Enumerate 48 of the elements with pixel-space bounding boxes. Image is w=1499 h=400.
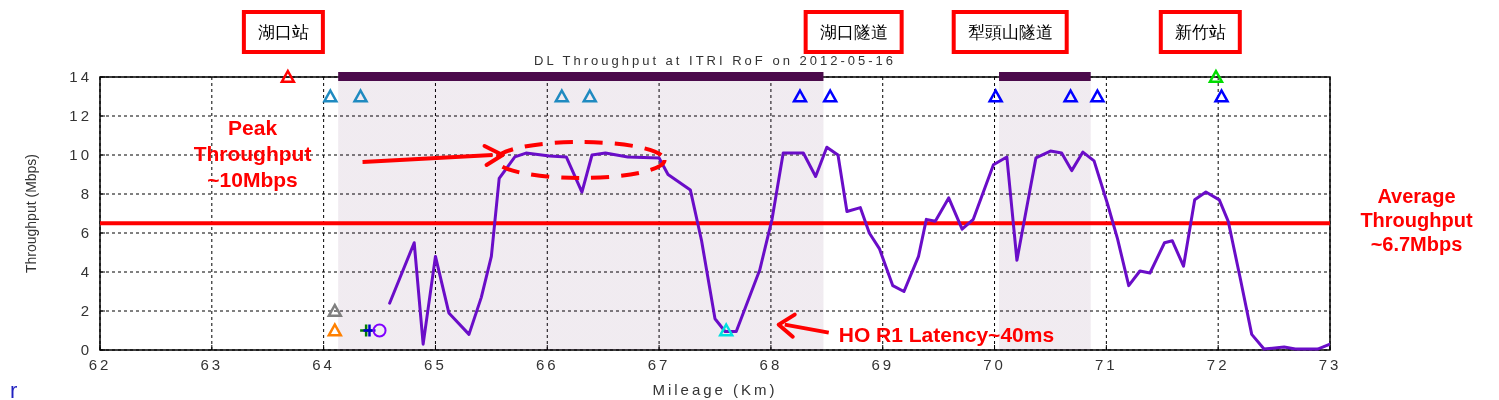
y-tick-label: 10	[69, 146, 92, 163]
y-tick-label: 2	[80, 302, 92, 319]
y-tick-label: 8	[80, 185, 92, 202]
y-tick-label: 4	[80, 263, 92, 280]
text: r	[10, 378, 18, 400]
text: 新竹站	[1174, 23, 1226, 42]
point	[582, 89, 598, 103]
x-tick-label: 69	[871, 356, 895, 373]
x-tick-label: 70	[983, 356, 1006, 373]
line-series	[388, 145, 1330, 351]
y-tick-label: 0	[80, 341, 92, 358]
point	[353, 89, 368, 103]
chart-title: DL Throughput at ITRI RoF on 2012-05-16	[534, 53, 896, 68]
point	[372, 323, 387, 338]
text: 湖口站	[257, 23, 309, 42]
x-axis-title: Mileage (Km)	[652, 381, 778, 398]
x-tick-label: 65	[424, 356, 447, 373]
y-tick-label: 14	[69, 68, 92, 85]
y-tick-label: 6	[80, 224, 92, 241]
point	[792, 89, 808, 103]
ref-line-label: Average Throughput ~6.7Mbps	[1360, 185, 1473, 256]
point	[988, 89, 1003, 103]
text: 湖口隧道	[819, 23, 888, 42]
point	[1214, 89, 1229, 103]
x-tick-label: 63	[200, 356, 224, 373]
x-tick-label: 62	[88, 356, 112, 373]
x-tick-label: 71	[1095, 356, 1118, 373]
point	[280, 69, 296, 84]
x-tick-label: 66	[535, 356, 559, 373]
y-axis-title: Throughput (Mbps)	[23, 153, 39, 274]
point	[822, 89, 838, 103]
point	[323, 89, 338, 103]
point	[1208, 69, 1224, 84]
text: 犁頭山隧道	[967, 23, 1053, 42]
point	[327, 323, 343, 337]
x-tick-label: 72	[1206, 356, 1230, 373]
point	[327, 303, 343, 318]
point	[718, 323, 734, 337]
x-tick-label: 73	[1318, 356, 1342, 373]
point	[554, 89, 570, 103]
point	[1063, 89, 1078, 103]
annotation: Peak Throughput ~10Mbps	[193, 116, 312, 191]
annotation: HO R1 Latency~40ms	[838, 322, 1055, 346]
x-tick-label: 68	[759, 356, 783, 373]
point	[1090, 89, 1105, 103]
y-tick-label: 12	[69, 107, 92, 124]
x-tick-label: 67	[647, 356, 671, 373]
x-tick-label: 64	[312, 356, 335, 373]
